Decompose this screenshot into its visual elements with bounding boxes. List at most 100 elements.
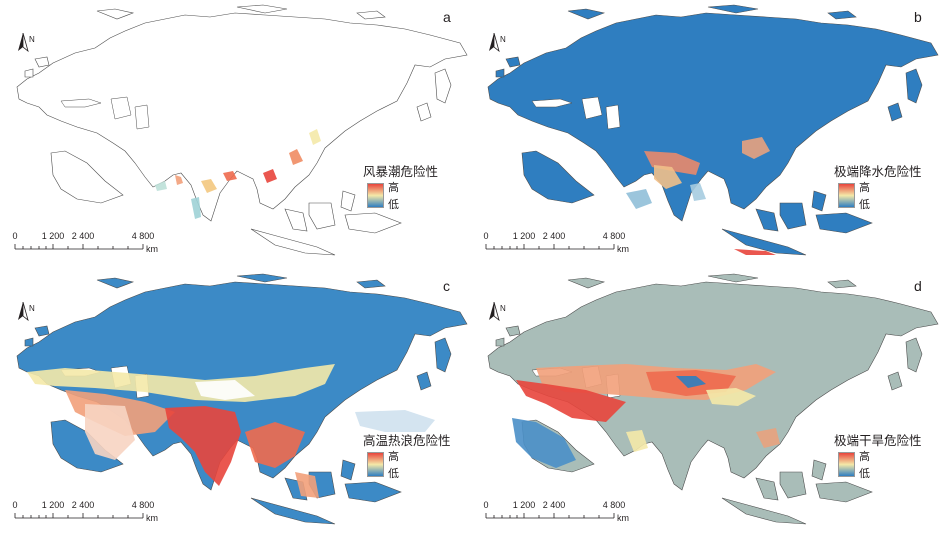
legend-low-label: 低 xyxy=(388,198,399,211)
scale-bar: 0 1 200 2 400 4 800 km xyxy=(12,231,173,263)
scale-tick-1: 1 200 xyxy=(512,500,536,510)
landmass-3 xyxy=(416,371,432,391)
north-arrow: N xyxy=(486,23,506,53)
eurasia-map xyxy=(16,273,468,525)
landmass-1 xyxy=(521,150,595,204)
north-label: N xyxy=(29,304,35,313)
hazard-patch-4 xyxy=(512,418,576,468)
hazard-patch-4 xyxy=(626,189,652,209)
legend-high-label: 高 xyxy=(388,181,399,194)
hazard-patch-3 xyxy=(245,422,305,468)
inland-sea-1 xyxy=(134,104,150,130)
landmass-12 xyxy=(34,56,50,68)
legend-color-ramp xyxy=(838,452,855,477)
map-panel-d: N d 极端干旱危险性 高 低 0 1 200 2 400 4 800 km xyxy=(476,272,941,537)
scale-tick-2: 2 400 xyxy=(71,500,95,510)
scale-tick-1: 1 200 xyxy=(512,231,536,241)
inland-sea-2 xyxy=(531,98,573,108)
landmass-0 xyxy=(487,12,939,222)
panel-letter: d xyxy=(914,278,922,294)
landmass-10 xyxy=(236,4,288,14)
map-panel-b: N b 极端降水危险性 高 低 0 1 200 2 400 4 800 km xyxy=(476,3,941,268)
hazard-patch-0 xyxy=(175,175,183,185)
panel-letter: c xyxy=(443,278,450,294)
scale-unit: km xyxy=(617,513,629,523)
legend-title: 极端降水危险性 xyxy=(834,164,922,179)
scale-tick-0: 0 xyxy=(483,500,489,510)
north-arrow-icon xyxy=(489,302,500,322)
hazard-patch-1 xyxy=(654,165,682,189)
landmass-12 xyxy=(505,56,521,68)
landmass-13 xyxy=(495,68,505,78)
hazard-patch-5 xyxy=(195,380,255,400)
hazard-patch-3 xyxy=(706,388,756,406)
landmass-2 xyxy=(905,337,923,373)
north-arrow-icon xyxy=(18,33,29,53)
hazard-patch-6 xyxy=(191,197,201,219)
landmass-10 xyxy=(707,4,759,14)
landmass-10 xyxy=(236,273,288,283)
scale-tick-3: 4 800 xyxy=(602,500,626,510)
legend-high-label: 高 xyxy=(859,181,870,194)
scale-unit: km xyxy=(146,244,158,254)
landmass-9 xyxy=(567,277,606,289)
legend-color-ramp xyxy=(838,183,855,208)
landmass-8 xyxy=(344,212,402,234)
hazard-patch-7 xyxy=(756,428,780,448)
legend-low-label: 低 xyxy=(859,198,870,211)
scale-tick-2: 2 400 xyxy=(71,231,95,241)
scale-bar: 0 1 200 2 400 4 800 km xyxy=(483,500,644,532)
legend-high-label: 高 xyxy=(859,450,870,463)
landmass-13 xyxy=(495,337,505,347)
north-arrow: N xyxy=(15,292,35,322)
landmass-3 xyxy=(887,371,903,391)
scale-tick-0: 0 xyxy=(12,231,18,241)
landmass-1 xyxy=(50,150,124,204)
landmass-7 xyxy=(308,202,336,230)
hazard-patch-0 xyxy=(27,364,335,402)
north-label: N xyxy=(500,304,506,313)
hazard-patch-7 xyxy=(355,410,435,432)
north-arrow: N xyxy=(486,292,506,322)
landmass-7 xyxy=(779,202,807,230)
hazard-patch-4 xyxy=(85,404,135,460)
legend: 风暴潮危险性 高 低 xyxy=(357,161,469,221)
landmass-12 xyxy=(34,325,50,337)
landmass-3 xyxy=(887,102,903,122)
landmass-6 xyxy=(284,208,308,232)
landmass-5 xyxy=(721,228,807,256)
north-label: N xyxy=(29,35,35,44)
inland-sea-0 xyxy=(110,96,132,120)
scale-bar-line xyxy=(485,513,615,519)
landmass-2 xyxy=(905,68,923,104)
landmass-13 xyxy=(24,68,34,78)
landmass-8 xyxy=(815,212,873,234)
north-arrow: N xyxy=(15,23,35,53)
hazard-patch-1 xyxy=(516,380,626,422)
scale-bar: 0 1 200 2 400 4 800 km xyxy=(483,231,644,263)
legend-title: 极端干旱危险性 xyxy=(834,433,922,448)
scale-bar-line xyxy=(14,513,144,519)
scale-tick-2: 2 400 xyxy=(542,231,566,241)
hazard-patch-2 xyxy=(742,137,770,159)
hazard-patch-1 xyxy=(201,179,217,193)
scale-tick-2: 2 400 xyxy=(542,500,566,510)
landmass-8 xyxy=(344,481,402,503)
eurasia-map xyxy=(487,273,939,525)
landmass-4 xyxy=(340,459,356,481)
legend-color-ramp xyxy=(367,452,384,477)
landmass-9 xyxy=(567,8,606,20)
scale-bar-line xyxy=(14,244,144,250)
legend-high-label: 高 xyxy=(388,450,399,463)
landmass-10 xyxy=(707,273,759,283)
landmass-6 xyxy=(755,477,779,501)
landmass-9 xyxy=(96,277,135,289)
legend: 极端干旱危险性 高 低 xyxy=(828,430,940,490)
scale-unit: km xyxy=(617,244,629,254)
landmass-5 xyxy=(721,497,807,525)
map-panel-a: N a 风暴潮危险性 高 低 0 1 200 2 400 4 800 km xyxy=(5,3,470,268)
scale-tick-0: 0 xyxy=(483,231,489,241)
inland-sea-1 xyxy=(605,104,621,130)
landmass-11 xyxy=(356,10,386,20)
legend-low-label: 低 xyxy=(388,467,399,480)
